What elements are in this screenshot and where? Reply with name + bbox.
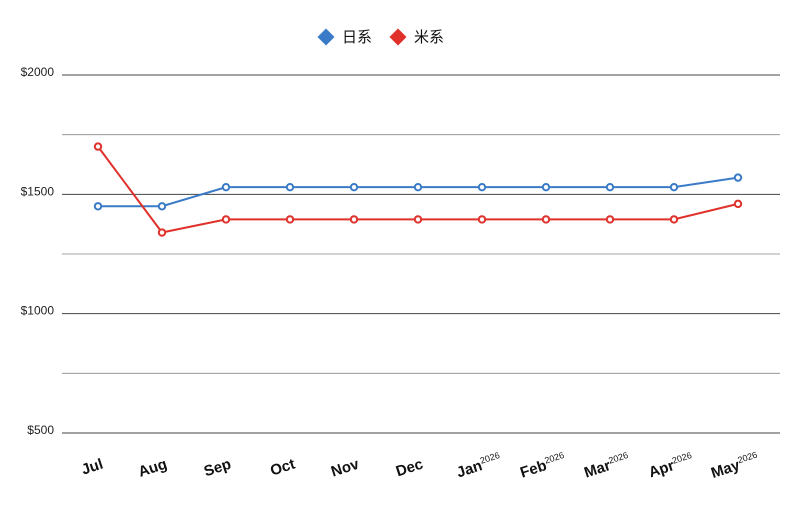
x-tick-label: Apr2026 <box>646 450 695 481</box>
legend: 日系 米系 <box>317 28 444 46</box>
data-point <box>93 142 103 151</box>
data-point <box>413 182 423 192</box>
y-tick-label: $2000 <box>21 65 55 79</box>
x-tick-label: Mar2026 <box>582 450 632 482</box>
data-point <box>733 173 743 182</box>
data-point <box>349 215 359 224</box>
data-point <box>157 228 167 237</box>
data-point <box>157 202 167 211</box>
legend-item: 米系 <box>389 28 444 46</box>
data-point <box>221 215 231 224</box>
data-point <box>93 202 103 211</box>
series-lines <box>93 142 743 237</box>
legend-label: 日系 <box>342 29 372 46</box>
data-point <box>669 215 679 224</box>
x-tick-label: May2026 <box>709 450 761 482</box>
data-point <box>541 182 551 192</box>
data-point <box>477 182 487 192</box>
x-tick-label: Aug <box>136 456 169 481</box>
x-tick-label: Sep <box>202 456 233 481</box>
y-tick-label: $1000 <box>21 304 55 318</box>
y-tick-label: $1500 <box>21 184 55 198</box>
y-axis-ticks: $500 $1000 $1500 $2000 <box>21 65 55 437</box>
data-point <box>349 182 359 192</box>
legend-diamond-icon <box>389 28 407 46</box>
data-point <box>221 182 231 192</box>
data-point <box>733 199 743 209</box>
series <box>93 173 743 211</box>
series <box>93 142 743 237</box>
data-point <box>541 215 551 224</box>
x-tick-label: Feb2026 <box>518 450 568 482</box>
series-line <box>98 176 739 208</box>
data-point <box>669 182 679 192</box>
data-point <box>285 215 295 224</box>
data-point <box>285 182 295 192</box>
y-tick-label: $500 <box>27 423 54 437</box>
legend-item: 日系 <box>317 28 372 46</box>
data-point <box>477 215 487 224</box>
x-tick-label: Oct <box>268 456 297 480</box>
x-tick-label: Jul <box>79 456 105 479</box>
x-tick-label: Nov <box>329 455 362 480</box>
legend-diamond-icon <box>317 28 335 46</box>
data-point <box>605 182 615 192</box>
x-tick-label: Dec <box>394 456 425 481</box>
gridlines <box>62 74 780 434</box>
legend-label: 米系 <box>414 29 444 46</box>
data-point <box>605 215 615 224</box>
x-axis-ticks: Jul Aug Sep Oct Nov Dec Jan2026 Feb2026 Mar2026 A… <box>79 450 761 482</box>
data-point <box>413 215 423 224</box>
x-tick-label: Jan2026 <box>454 450 503 481</box>
